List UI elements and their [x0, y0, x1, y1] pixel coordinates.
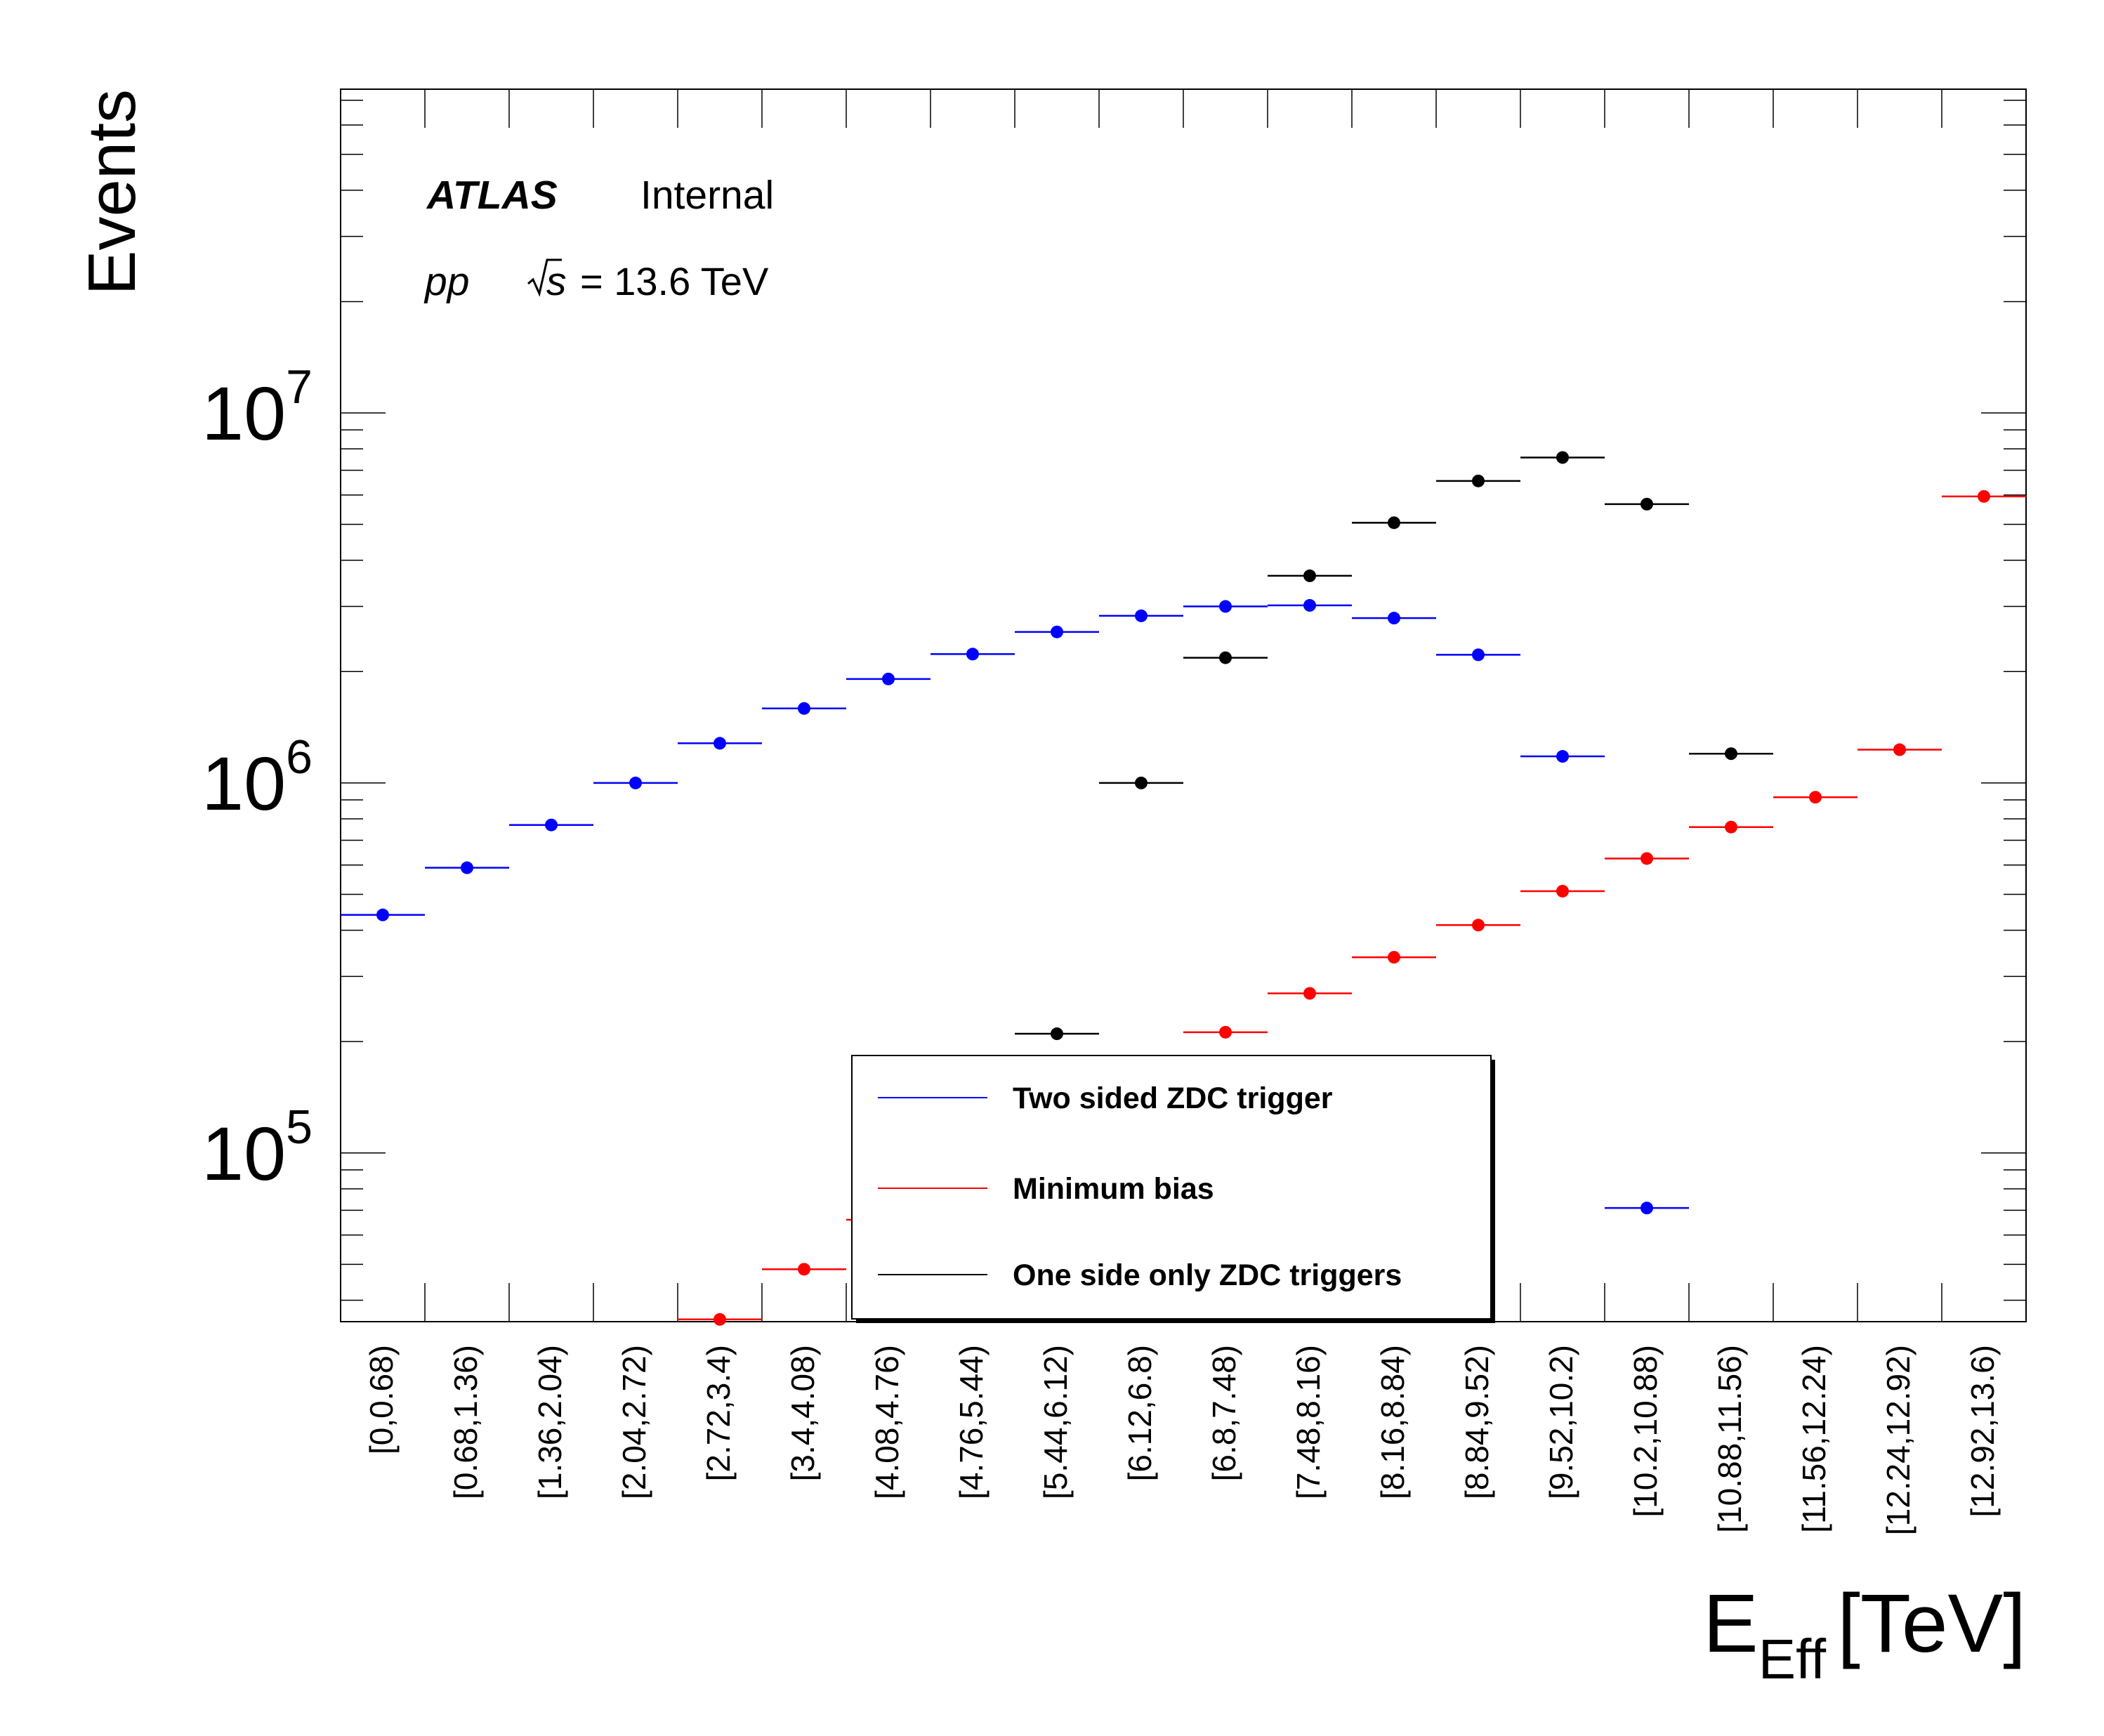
series-group [341, 451, 2026, 1326]
data-point [714, 1313, 726, 1326]
data-point [1472, 474, 1485, 487]
data-point [1641, 497, 1653, 511]
data-point [1556, 451, 1569, 464]
x-tick-label: [9.52,10.2) [1543, 1345, 1579, 1499]
data-point [1725, 747, 1737, 761]
series-0 [341, 599, 1689, 1215]
x-tick-label: [4.08,4.76) [869, 1345, 905, 1499]
x-tick-label: [0.68,1.36) [447, 1345, 484, 1499]
x-tick-label: [8.16,8.84) [1374, 1345, 1411, 1499]
x-tick-label: [0,0.68) [363, 1345, 400, 1454]
y-tick-label: 107 [202, 360, 313, 456]
x-tick-label: [12.92,13.6) [1964, 1345, 2001, 1518]
x-axis-label-sub: Eff [1758, 1628, 1827, 1690]
x-tick-label: [12.24,12.92) [1880, 1345, 1916, 1535]
x-tick-label: [8.84,9.52) [1459, 1345, 1495, 1499]
data-point [1051, 1027, 1063, 1041]
data-point [1219, 1025, 1232, 1039]
data-point [1388, 612, 1400, 625]
series-1 [678, 489, 2026, 1326]
sqrt-symbol-icon [527, 258, 562, 297]
x-tick-label: [5.44,6.12) [1037, 1345, 1074, 1499]
data-point [882, 672, 895, 685]
legend: Two sided ZDC trigger Minimum bias One s… [851, 1055, 1495, 1323]
data-point [1641, 852, 1653, 865]
legend-label-one-side: One side only ZDC triggers [1013, 1258, 1402, 1292]
x-axis-label-main: E [1703, 1577, 1758, 1670]
data-point [1303, 599, 1316, 612]
x-tick-labels: [0,0.68) [0.68,1.36) [1.36,2.04) [2.04,2.72… [363, 1345, 2001, 1535]
data-point [1303, 987, 1316, 1000]
data-point [629, 776, 642, 789]
data-point [376, 908, 389, 921]
data-point [1556, 884, 1569, 897]
data-point [1388, 951, 1400, 964]
x-tick-label: [2.04,2.72) [616, 1345, 652, 1499]
energy-label: = 13.6 TeV [580, 259, 769, 303]
x-tick-label: [10.88,11.56) [1711, 1345, 1748, 1533]
data-point [1135, 609, 1148, 622]
x-tick-label: [3.4,4.08) [784, 1345, 821, 1481]
data-point [461, 861, 473, 874]
atlas-label: ATLAS [426, 173, 558, 218]
data-point [1219, 600, 1232, 613]
data-point [1219, 651, 1232, 664]
data-point [1388, 516, 1400, 530]
y-axis-ticks [341, 100, 2026, 1301]
data-point [1135, 776, 1148, 789]
data-point [1051, 625, 1063, 638]
x-axis-label: EEff [TeV] [1703, 1577, 2026, 1690]
y-tick-labels: 105 106 107 [202, 360, 313, 1196]
x-tick-label: [2.72,3.4) [700, 1345, 737, 1481]
x-tick-label: [10.2,10.88) [1627, 1345, 1664, 1518]
pp-label: pp [423, 259, 469, 304]
y-axis-label: Events [74, 89, 150, 295]
data-point [966, 647, 979, 661]
x-tick-label: [7.48,8.16) [1290, 1345, 1327, 1499]
data-point [1893, 743, 1906, 756]
data-point [1556, 750, 1569, 763]
data-point [1472, 919, 1485, 932]
x-tick-label: [6.12,6.8) [1122, 1345, 1158, 1481]
data-point [798, 702, 810, 715]
legend-label-two-sided: Two sided ZDC trigger [1013, 1081, 1333, 1115]
x-tick-label: [11.56,12.24) [1796, 1345, 1832, 1533]
data-point [1303, 569, 1316, 582]
s-label: s [546, 259, 567, 304]
y-tick-label: 105 [202, 1100, 313, 1196]
data-point [1809, 791, 1822, 804]
x-tick-label: [4.76,5.44) [953, 1345, 989, 1499]
data-point [714, 737, 726, 750]
x-tick-label: [6.8,7.48) [1206, 1345, 1242, 1481]
data-point [1472, 648, 1485, 662]
internal-label: Internal [640, 173, 774, 218]
data-point [798, 1263, 810, 1276]
x-tick-label: [1.36,2.04) [532, 1345, 568, 1499]
data-point [1978, 489, 1990, 503]
legend-label-minimum-bias: Minimum bias [1013, 1172, 1214, 1206]
data-point [1725, 820, 1737, 834]
data-point [1641, 1202, 1653, 1215]
y-tick-label: 106 [202, 730, 313, 826]
series-2 [1015, 451, 1773, 1041]
x-axis-label-unit: [TeV] [1837, 1577, 2026, 1670]
data-point [545, 818, 558, 831]
